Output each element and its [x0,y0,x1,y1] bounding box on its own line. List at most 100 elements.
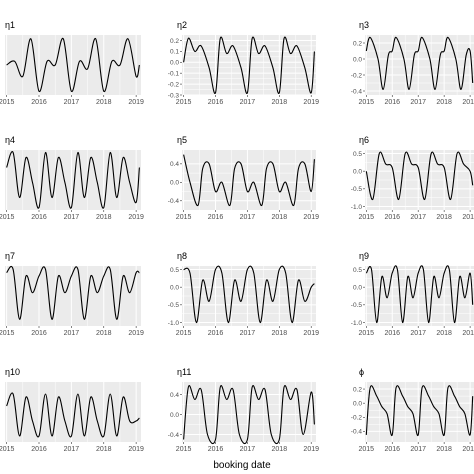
x-tick-label: 2018 [436,446,452,453]
panel-title: η6 [359,135,369,145]
x-tick-label: 2018 [96,214,112,221]
x-tick-label: 2016 [31,330,47,337]
panel-title: η11 [177,367,191,377]
x-tick-label: 2015 [176,99,192,106]
y-tick-label: -1.0 [168,320,180,327]
series-line [365,265,474,324]
x-tick-label: 2015 [0,214,15,221]
series-line [6,151,140,209]
x-tick-label: 2019 [462,214,474,221]
y-tick-label: 0.4 [170,161,179,168]
series-line [183,154,315,206]
series-line [183,385,315,445]
y-tick-label: -0.4 [351,429,363,436]
y-tick-label: -0.2 [168,81,180,88]
x-tick-label: 2019 [128,330,144,337]
x-tick-label: 2018 [96,99,112,106]
x-tick-label: 2016 [208,99,224,106]
series-line [365,385,474,436]
x-tick-label: 2017 [240,99,256,106]
x-tick-label: 2015 [359,214,375,221]
panel-4: η4 2015 2016 2017 2018 2019 [0,135,144,221]
x-tick-label: 2017 [240,446,256,453]
panel-10: η10 2015 2016 2017 2018 2019 [0,367,144,453]
y-tick-label: 0.5 [353,151,362,158]
x-tick-label: 2016 [384,330,400,337]
y-tick-label: -0.1 [168,70,180,77]
panel-background [182,150,316,210]
y-tick-label: 0.5 [353,267,362,274]
y-tick-label: -0.5 [351,302,363,309]
panel-title: ϕ [359,367,364,377]
y-tick-label: -0.4 [168,198,180,205]
series-line [6,37,140,92]
y-tick-label: 0.4 [170,392,179,399]
x-tick-label: 2015 [176,330,192,337]
x-tick-label: 2018 [96,446,112,453]
x-tick-label: 2018 [436,99,452,106]
x-tick-label: 2016 [384,99,400,106]
x-tick-label: 2015 [0,446,15,453]
x-tick-label: 2017 [64,99,80,106]
y-tick-label: -0.4 [168,432,180,439]
x-tick-label: 2015 [176,214,192,221]
x-tick-label: 2016 [208,330,224,337]
panel-title: η4 [5,135,15,145]
x-tick-label: 2019 [462,99,474,106]
x-axis-label: booking date [213,460,271,471]
x-tick-label: 2015 [0,99,15,106]
panel-1: η1 2015 2016 2017 2018 2019 [0,20,144,106]
y-tick-label: -0.5 [168,302,180,309]
x-tick-label: 2017 [64,446,80,453]
y-tick-label: -0.4 [351,88,363,95]
panel-background [365,382,474,442]
x-tick-label: 2016 [31,99,47,106]
panel-title: η8 [177,251,187,261]
y-tick-label: -1.0 [351,320,363,327]
panel-title: η9 [359,251,369,261]
x-tick-label: 2015 [0,330,15,337]
y-tick-label: -0.2 [351,415,363,422]
y-tick-label: 0.2 [353,40,362,47]
y-tick-label: 0.2 [353,386,362,393]
x-tick-label: 2016 [384,446,400,453]
x-tick-label: 2017 [240,214,256,221]
series-line [183,265,315,324]
x-tick-label: 2019 [303,214,319,221]
x-tick-label: 2017 [64,214,80,221]
x-tick-label: 2019 [462,330,474,337]
panel-5: η5 0.4 0.0 -0.4 2015 2016 2017 2018 2019 [168,135,319,221]
panel-title: η2 [177,20,187,30]
x-tick-label: 2017 [64,330,80,337]
y-tick-label: 0.0 [170,412,179,419]
x-tick-label: 2016 [384,214,400,221]
y-tick-label: -0.5 [351,186,363,193]
x-tick-label: 2018 [272,99,288,106]
panel-title: η7 [5,251,15,261]
panel-6: η6 0.5 0.0 -0.5 -1.0 2015 2016 2017 2018 2019 [351,135,474,221]
x-tick-label: 2015 [359,99,375,106]
x-tick-label: 2017 [410,214,426,221]
panel-title: η5 [177,135,187,145]
x-tick-label: 2019 [128,214,144,221]
series-line [365,151,474,200]
y-tick-label: 0.0 [353,400,362,407]
panel-12: ϕ 0.2 0.0 -0.2 -0.4 2015 2016 2017 2018 2019 [351,367,474,453]
y-tick-label: 0.0 [353,284,362,291]
x-tick-label: 2019 [462,446,474,453]
series-line [183,36,315,94]
x-tick-label: 2017 [410,446,426,453]
x-tick-label: 2019 [128,446,144,453]
x-tick-label: 2018 [436,330,452,337]
y-tick-label: 0.5 [170,267,179,274]
y-tick-label: 0.0 [170,180,179,187]
x-tick-label: 2015 [359,330,375,337]
panel-9: η9 0.5 0.0 -0.5 -1.0 2015 2016 2017 2018 2019 [351,251,474,337]
chart-panels: η1 2015 2016 2017 2018 2019 η2 0.2 0.1 0.0 -0.1 -0.… [0,20,474,453]
y-tick-label: 0.0 [353,168,362,175]
x-tick-label: 2019 [303,330,319,337]
x-tick-label: 2016 [31,446,47,453]
x-tick-label: 2016 [208,446,224,453]
